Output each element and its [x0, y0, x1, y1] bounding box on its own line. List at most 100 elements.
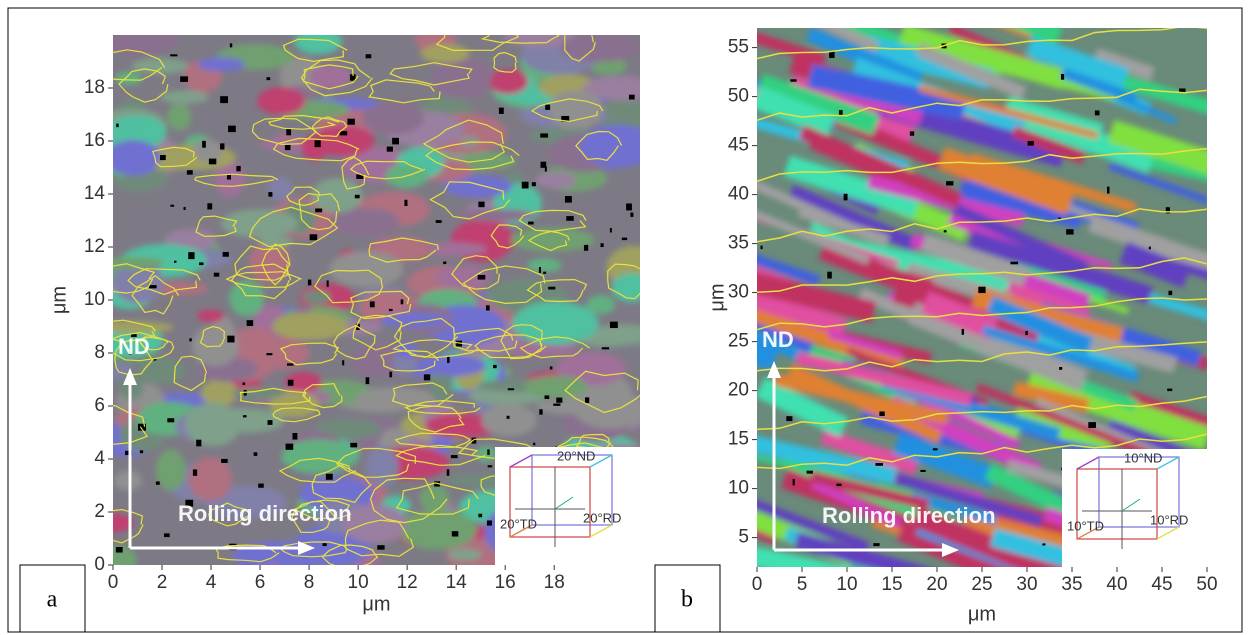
unindexed: [347, 119, 354, 125]
y-tick-label: 35: [728, 233, 749, 254]
unindexed: [196, 440, 201, 447]
unindexed: [1149, 247, 1151, 250]
unindexed: [308, 280, 311, 286]
unindexed: [247, 320, 253, 326]
unindexed: [315, 140, 321, 147]
x-tick-label: 6: [255, 572, 266, 593]
unindexed: [160, 155, 166, 160]
y-tick-label: 10: [84, 289, 105, 310]
unindexed: [323, 543, 327, 546]
unindexed: [585, 397, 589, 403]
unindexed: [1066, 229, 1073, 234]
y-tick-label: 6: [94, 395, 105, 416]
unindexed: [1061, 74, 1064, 80]
grain: [198, 57, 246, 71]
unindexed: [1088, 422, 1096, 428]
y-tick-label: 14: [84, 183, 106, 204]
grain: [398, 509, 476, 549]
unindexed: [478, 202, 484, 208]
unindexed: [258, 484, 264, 488]
unindexed: [610, 228, 612, 232]
legend-box: [495, 447, 640, 565]
y-tick-label: 12: [84, 236, 105, 257]
unindexed: [292, 433, 297, 440]
unindexed: [193, 469, 197, 475]
unindexed: [366, 54, 372, 58]
unindexed: [478, 275, 486, 280]
y-axis-label: μm: [48, 286, 70, 314]
grain: [535, 172, 576, 188]
y-tick-label: 40: [728, 184, 749, 205]
unindexed: [286, 444, 294, 450]
grain: [294, 29, 342, 54]
x-tick-label: 2: [157, 572, 168, 593]
unindexed: [478, 514, 482, 518]
x-tick-label: 16: [495, 572, 516, 593]
legend-box: [1062, 449, 1207, 567]
grain: [488, 69, 528, 94]
unindexed: [223, 252, 229, 257]
grain: [303, 290, 332, 304]
grain: [105, 140, 160, 176]
nd-label: ND: [762, 327, 794, 352]
unindexed: [355, 195, 360, 198]
unindexed: [447, 356, 449, 363]
grain: [527, 258, 562, 272]
x-tick-label: 4: [206, 572, 217, 593]
x-tick-label: 45: [1151, 574, 1172, 595]
unindexed: [550, 366, 553, 369]
unindexed: [164, 533, 170, 537]
y-tick-label: 25: [728, 331, 749, 352]
unindexed: [199, 262, 203, 265]
grain: [459, 135, 479, 148]
unindexed: [443, 262, 446, 265]
y-tick-label: 20: [728, 380, 749, 401]
x-tick-label: 10: [836, 574, 857, 595]
unindexed: [786, 416, 792, 421]
grain: [101, 16, 180, 56]
x-tick-label: 8: [304, 572, 315, 593]
grain: [156, 450, 186, 491]
unindexed: [844, 194, 848, 201]
grain: [88, 321, 173, 333]
unindexed: [1095, 110, 1100, 115]
x-tick-label: 15: [881, 574, 902, 595]
grain: [549, 90, 604, 129]
grain: [525, 376, 588, 398]
x-tick-label: 50: [1196, 574, 1217, 595]
unindexed: [533, 443, 535, 446]
x-tick-label: 0: [752, 574, 763, 595]
x-tick-label: 30: [1016, 574, 1037, 595]
grain: [362, 102, 424, 134]
legend-rd: 20°RD: [583, 510, 621, 525]
unindexed: [389, 309, 393, 311]
unindexed: [227, 336, 234, 343]
unindexed: [499, 108, 504, 114]
unindexed: [236, 166, 240, 171]
x-tick-label: 35: [1061, 574, 1082, 595]
y-tick-label: 45: [728, 135, 749, 156]
grain: [476, 446, 497, 462]
unindexed: [629, 95, 635, 100]
grain: [448, 549, 482, 561]
unindexed: [310, 234, 318, 240]
unindexed: [487, 449, 489, 455]
figure: 024681012141618024681012141618μmμmNDRoll…: [0, 0, 1250, 635]
unindexed: [116, 547, 123, 553]
unindexed: [180, 76, 188, 82]
unindexed: [285, 145, 291, 150]
unindexed: [486, 305, 490, 310]
unindexed: [268, 192, 272, 197]
legend-nd: 10°ND: [1124, 450, 1162, 465]
unindexed: [170, 205, 174, 207]
y-tick-label: 0: [94, 554, 105, 575]
legend-nd: 20°ND: [557, 448, 595, 463]
unindexed: [188, 252, 194, 259]
grain: [193, 139, 222, 162]
unindexed: [170, 54, 177, 56]
unindexed: [978, 287, 985, 293]
y-tick-label: 16: [84, 130, 105, 151]
unindexed: [315, 208, 322, 212]
unindexed: [584, 245, 588, 251]
unindexed: [528, 222, 534, 225]
